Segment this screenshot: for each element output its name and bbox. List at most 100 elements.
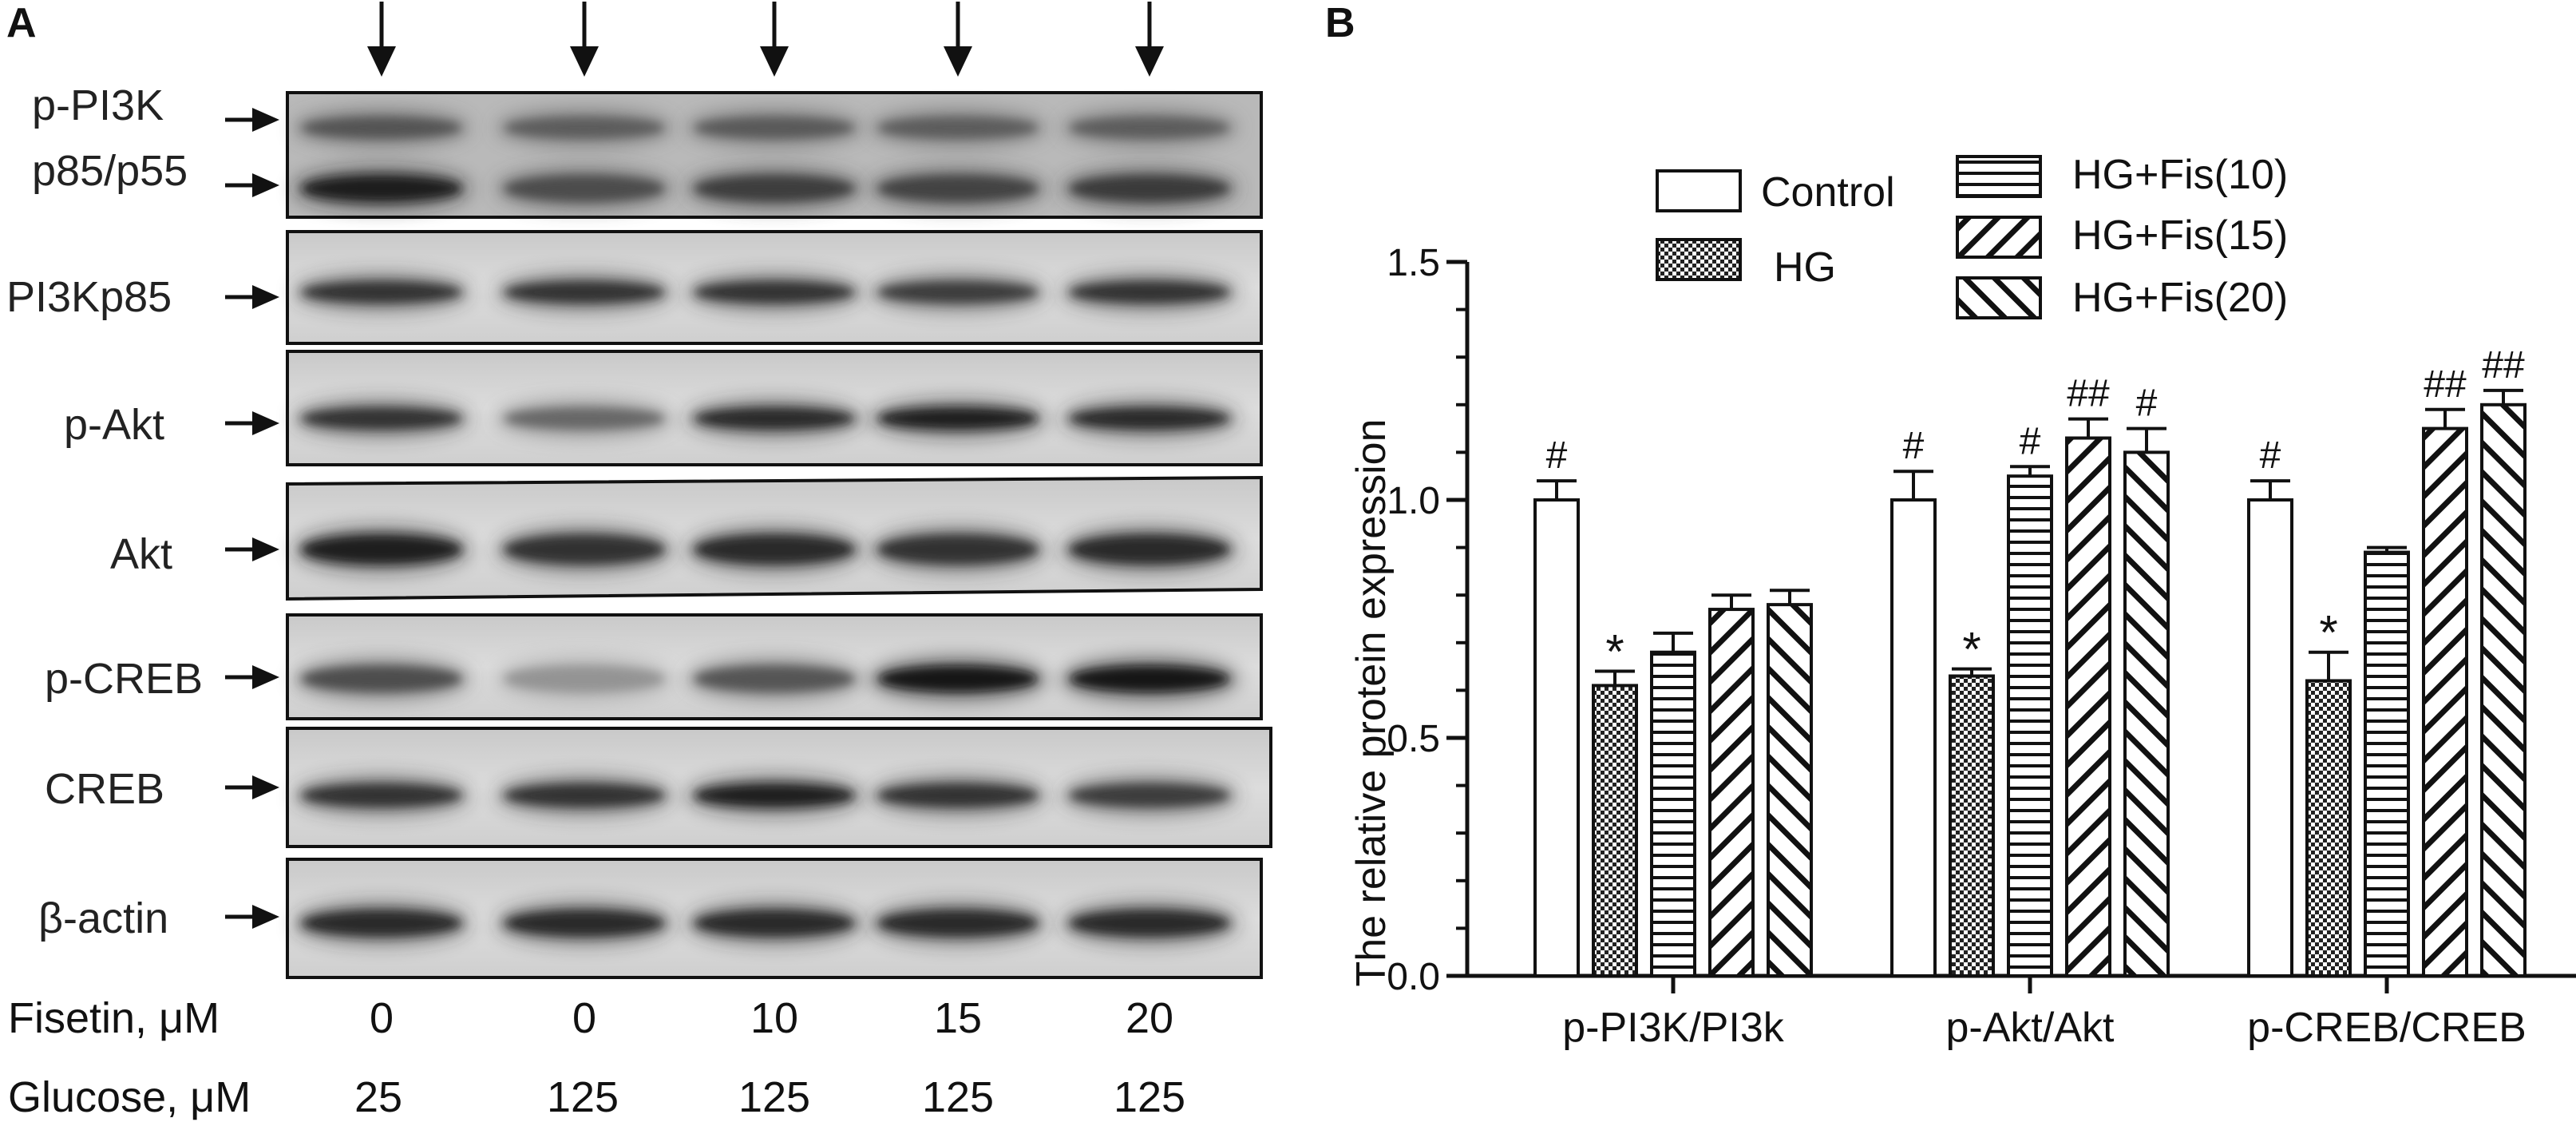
y-axis: 0.0 0.5 1.0 1.5 (1387, 242, 1470, 998)
label-arrows (225, 108, 279, 929)
bar (1708, 608, 1755, 978)
panel-b-label: B (1325, 0, 1355, 46)
blot-band (694, 535, 854, 564)
blot-band (694, 408, 854, 429)
lane-arrows (367, 2, 1164, 77)
fisetin-value: 10 (750, 994, 798, 1042)
legend-label: HG+Fis(15) (2072, 212, 2288, 259)
label-p-pi3k: p-PI3K (32, 81, 164, 129)
blot-band (878, 408, 1038, 429)
fisetin-value: 15 (934, 994, 982, 1042)
label-p85-p55: p85/p55 (32, 147, 188, 195)
legend-label: HG (1774, 244, 1836, 291)
blot-band (878, 282, 1038, 303)
bar (1890, 498, 1937, 977)
label-p-creb: p-CREB (45, 655, 203, 703)
bar (2065, 436, 2111, 977)
blot-band (505, 910, 664, 936)
label-beta-actin: β-actin (38, 894, 168, 942)
y-tick-label: 1.5 (1387, 242, 1440, 284)
significance-marker: * (2319, 606, 2337, 660)
bar (2305, 679, 2352, 977)
bar (2247, 498, 2293, 977)
glucose-value: 125 (547, 1073, 619, 1121)
blot-band (302, 910, 461, 936)
x-tick-label: p-PI3K/PI3k (1562, 1005, 1784, 1051)
y-tick-label: 0.5 (1387, 718, 1440, 760)
down-arrow-icon (367, 2, 396, 77)
right-arrow-icon (225, 537, 279, 561)
fisetin-value: 0 (572, 994, 596, 1042)
legend-label: HG+Fis(20) (2072, 275, 2288, 321)
significance-marker: ## (2424, 363, 2467, 406)
bar (1767, 603, 1813, 977)
blot-band (878, 117, 1038, 138)
blot-band (878, 666, 1038, 692)
blot-band (1070, 282, 1229, 303)
label-p-akt: p-Akt (64, 401, 164, 449)
x-tick-label: p-CREB/CREB (2247, 1005, 2527, 1051)
legend-item: HG+Fis(10) (1956, 152, 2288, 198)
blot-band (505, 282, 664, 303)
legend-swatch (1656, 169, 1742, 212)
glucose-row-label: Glucose, μM (8, 1073, 251, 1121)
blot-band (694, 117, 854, 138)
blot-membranes (286, 91, 1272, 979)
blot-band (302, 535, 461, 564)
blot-band (505, 408, 664, 429)
significance-marker: * (1962, 623, 1980, 676)
right-arrow-icon (225, 665, 279, 689)
y-tick-label: 0.0 (1387, 956, 1440, 998)
chart-legend: Control HG HG+Fis(10) HG+Fis(15) HG+Fis(20) (1656, 152, 2288, 321)
glucose-value: 125 (738, 1073, 810, 1121)
x-axis: p-PI3K/PI3k p-Akt/Akt p-CREB/CREB (1467, 973, 2576, 1051)
panel-a-label: A (6, 0, 37, 46)
blot-band (1070, 535, 1229, 564)
significance-marker: ## (2482, 344, 2525, 387)
significance-marker: # (2260, 434, 2281, 477)
label-creb: CREB (45, 765, 164, 813)
blot-band (1070, 784, 1229, 807)
glucose-value: 125 (1114, 1073, 1185, 1121)
glucose-value: 125 (922, 1073, 994, 1121)
bar (1949, 674, 1995, 978)
legend-item: Control (1656, 169, 1895, 216)
legend-swatch (1956, 276, 2042, 319)
legend-swatch (1656, 238, 1742, 281)
blot-band (302, 282, 461, 303)
bar (1650, 650, 1696, 977)
blot-band (505, 784, 664, 807)
bar (2422, 426, 2468, 977)
membrane-p-pi3k (286, 91, 1263, 219)
blot-band (1070, 910, 1229, 936)
blot-band (505, 666, 664, 692)
right-arrow-icon (225, 173, 279, 197)
right-arrow-icon (225, 108, 279, 132)
significance-marker: * (1605, 625, 1624, 679)
blot-band (302, 117, 461, 138)
right-arrow-icon (225, 285, 279, 309)
blot-band (505, 176, 664, 201)
down-arrow-icon (944, 2, 972, 77)
bar (2364, 550, 2410, 977)
down-arrow-icon (760, 2, 789, 77)
western-blot-panel: p-PI3K p85/p55 PI3Kp85 p-Akt Akt p-CREB … (6, 2, 1272, 1121)
y-tick-label: 1.0 (1387, 480, 1440, 522)
bar (1533, 498, 1580, 977)
membrane-creb (286, 727, 1272, 848)
blot-band (694, 176, 854, 201)
x-tick-label: p-Akt/Akt (1946, 1005, 2115, 1051)
down-arrow-icon (570, 2, 599, 77)
blot-band (694, 282, 854, 303)
glucose-value: 25 (354, 1073, 402, 1121)
legend-label: HG+Fis(10) (2072, 152, 2288, 198)
membrane-p-akt (286, 350, 1263, 466)
membrane-pi3kp85 (286, 230, 1263, 345)
bar (1592, 684, 1638, 977)
right-arrow-icon (225, 411, 279, 435)
treatment-conditions: Fisetin, μM Glucose, μM 0 0 10 15 20 25 … (8, 994, 1185, 1121)
blot-band (1070, 408, 1229, 429)
blot-band (878, 910, 1038, 936)
significance-marker: # (1903, 425, 1925, 467)
y-axis-title: The relative protein expression (1348, 418, 1395, 986)
